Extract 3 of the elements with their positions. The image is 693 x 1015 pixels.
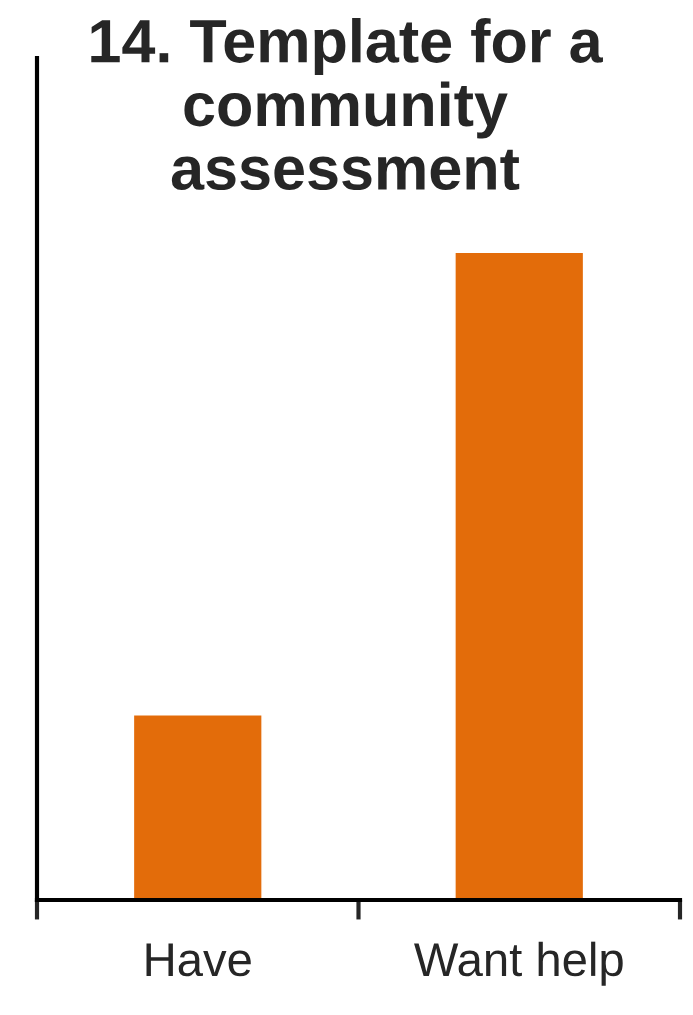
x-tick-label: Have: [146, 943, 251, 977]
chart-title: 14. Template for a community assessment: [91, 18, 603, 191]
x-tick-label: Want help: [414, 941, 623, 986]
